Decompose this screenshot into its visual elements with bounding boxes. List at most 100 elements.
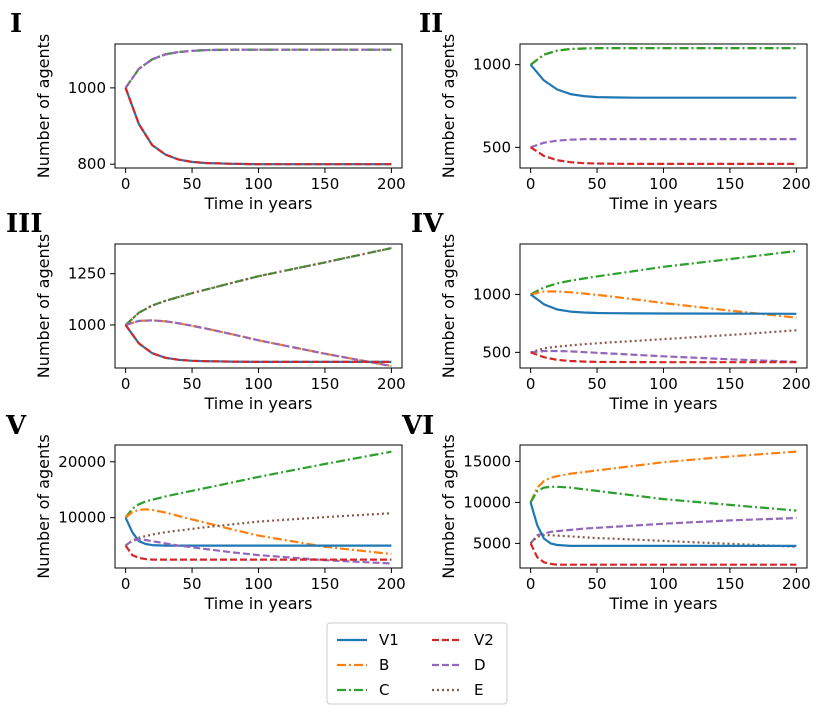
axes-frame — [519, 43, 808, 169]
y-tick-label: 1000 — [68, 316, 106, 334]
series-lines — [124, 48, 392, 166]
x-tick-label: 50 — [588, 575, 607, 593]
series-line-c — [529, 46, 797, 66]
series-line-d — [530, 138, 797, 149]
x-axis-label: Time in years — [609, 194, 718, 213]
x-axis-label: Time in years — [204, 194, 313, 213]
x-tick-label: 0 — [526, 375, 536, 393]
x-tick-label: 0 — [121, 375, 131, 393]
series-line-v2 — [124, 544, 392, 561]
y-tick-label: 5000 — [473, 534, 511, 552]
series-line-d — [529, 516, 797, 545]
series-line-d — [530, 349, 797, 363]
panel-label: V — [5, 411, 27, 441]
series-line-b — [529, 46, 797, 66]
y-tick-label: 1250 — [68, 265, 106, 283]
x-tick-label: 200 — [782, 375, 811, 393]
series-line-c — [124, 247, 392, 326]
y-axis-label: Number of agents — [439, 434, 458, 578]
y-tick-label: 800 — [77, 155, 106, 173]
x-tick-label: 100 — [649, 375, 678, 393]
series-line-c — [124, 450, 392, 519]
x-tick-label: 100 — [244, 175, 273, 193]
x-axis-label: Time in years — [204, 394, 313, 413]
x-tick-label: 0 — [526, 575, 536, 593]
series-line-c — [529, 485, 797, 512]
panel-label: II — [419, 9, 443, 39]
y-tick-label: 1000 — [473, 56, 511, 74]
series-line-d — [124, 48, 392, 89]
x-tick-label: 50 — [183, 175, 202, 193]
x-axis-label: Time in years — [609, 394, 718, 413]
panel-IV: IV 0 50 100 150 200 500 1000 Time in years Number… — [411, 209, 811, 413]
series-line-v1 — [124, 87, 392, 166]
x-tick-label: 50 — [588, 375, 607, 393]
series-line-b — [124, 508, 392, 556]
x-tick-label: 150 — [716, 375, 745, 393]
x-tick-label: 100 — [649, 575, 678, 593]
series-line-d — [125, 319, 392, 368]
x-tick-label: 150 — [311, 375, 340, 393]
legend-label-e: E — [474, 681, 483, 699]
series-line-v1 — [529, 63, 797, 99]
series-line-e — [124, 247, 392, 326]
legend: V1 BC V2 DE — [326, 622, 508, 705]
x-tick-label: 200 — [377, 175, 406, 193]
x-tick-label: 100 — [244, 575, 273, 593]
legend-box — [326, 622, 508, 705]
x-tick-label: 100 — [649, 175, 678, 193]
series-line-v2 — [530, 146, 797, 165]
y-tick-label: 1000 — [473, 285, 511, 303]
series-line-v2 — [530, 351, 797, 364]
series-line-e — [530, 329, 797, 354]
series-line-b — [530, 290, 797, 319]
series-line-v2 — [124, 87, 392, 166]
panel-label: III — [6, 209, 43, 239]
y-axis-label: Number of agents — [34, 34, 53, 178]
series-line-c — [530, 249, 797, 296]
legend-label-b: B — [379, 656, 389, 674]
x-axis-label: Time in years — [609, 594, 718, 613]
x-tick-label: 200 — [782, 175, 811, 193]
x-axis-label: Time in years — [204, 594, 313, 613]
panel-II: II 0 50 100 150 200 500 1000 Time in years Number… — [419, 9, 811, 213]
series-line-v1 — [529, 293, 797, 315]
panel-III: III 0 50 100 150 200 1000 1250 Time in years Numb… — [6, 209, 406, 413]
series-line-v1 — [529, 502, 797, 548]
panel-VI: VI 0 50 100 150 200 5000 10000 15000 Time in year… — [401, 411, 811, 613]
axes-frame — [114, 243, 403, 369]
legend-label-d: D — [474, 656, 486, 674]
y-tick-label: 20000 — [58, 453, 106, 471]
series-line-v1 — [124, 324, 392, 363]
y-tick-label: 10000 — [463, 493, 511, 511]
panel-label: I — [10, 9, 22, 39]
series-lines — [124, 450, 392, 565]
y-tick-label: 10000 — [58, 509, 106, 527]
series-line-v2 — [529, 542, 797, 566]
panel-label: IV — [411, 209, 444, 239]
panel-I: I 0 50 100 150 200 800 1000 Time in years Number … — [10, 9, 406, 213]
x-tick-label: 100 — [244, 375, 273, 393]
x-tick-label: 150 — [716, 175, 745, 193]
series-lines — [124, 247, 392, 368]
series-lines — [529, 450, 797, 566]
x-tick-label: 200 — [377, 575, 406, 593]
series-line-v2 — [124, 324, 392, 363]
legend-label-v1: V1 — [379, 631, 399, 649]
x-tick-label: 0 — [121, 175, 131, 193]
axes-frame — [519, 243, 808, 369]
y-tick-label: 500 — [482, 138, 511, 156]
series-line-b — [529, 450, 797, 503]
x-tick-label: 0 — [121, 575, 131, 593]
x-tick-label: 150 — [311, 175, 340, 193]
y-axis-label: Number of agents — [34, 434, 53, 578]
series-lines — [529, 46, 797, 165]
x-tick-label: 50 — [183, 575, 202, 593]
x-tick-label: 150 — [311, 575, 340, 593]
panel-label: VI — [401, 411, 434, 441]
legend-label-v2: V2 — [474, 631, 494, 649]
x-tick-label: 200 — [782, 575, 811, 593]
y-tick-label: 1000 — [68, 79, 106, 97]
